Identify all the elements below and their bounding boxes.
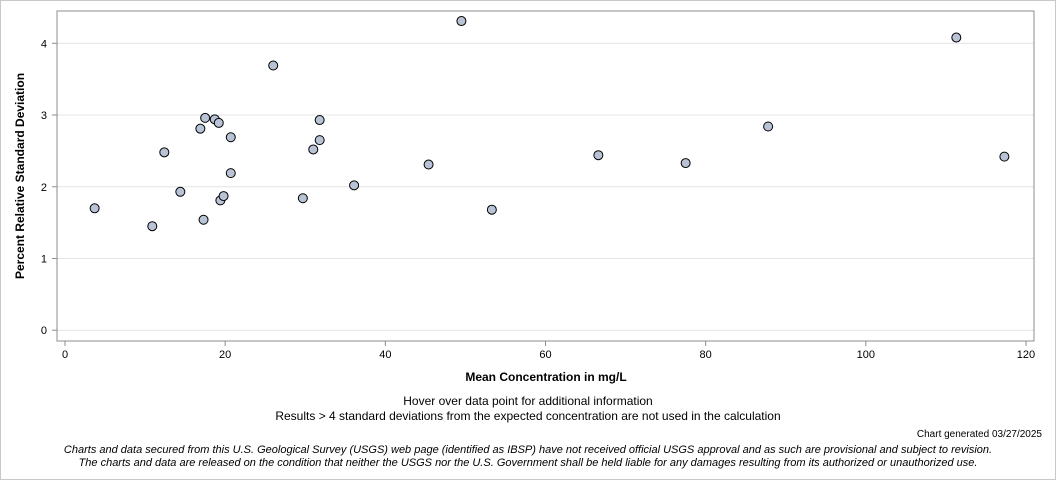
data-point[interactable] — [213, 117, 224, 128]
y-axis-label: Percent Relative Standard Deviation — [13, 73, 27, 279]
y-tick-label: 3 — [41, 110, 47, 122]
data-point[interactable] — [423, 159, 434, 170]
y-tick-label: 2 — [41, 182, 47, 194]
y-tick-label: 1 — [41, 254, 47, 266]
y-tick-label: 4 — [41, 38, 47, 50]
disclaimer-line-2: The charts and data are released on the … — [78, 457, 978, 469]
y-axis-ticks: 0 1 2 3 4 — [41, 38, 57, 337]
data-point[interactable] — [486, 204, 497, 215]
x-tick-label: 0 — [62, 349, 68, 361]
data-point[interactable] — [680, 158, 691, 169]
x-tick-label: 120 — [1017, 349, 1035, 361]
x-tick-label: 60 — [539, 349, 551, 361]
chart-generated-date: Chart generated 03/27/2025 — [916, 429, 1042, 440]
x-tick-label: 100 — [857, 349, 875, 361]
gridlines — [57, 42, 1034, 331]
hover-note: Hover over data point for additional inf… — [403, 394, 653, 408]
data-point[interactable] — [89, 203, 100, 214]
plot-area — [56, 10, 1035, 342]
x-tick-label: 40 — [379, 349, 391, 361]
data-point[interactable] — [314, 135, 325, 146]
data-point[interactable] — [297, 193, 308, 204]
data-point[interactable] — [225, 168, 236, 179]
data-point[interactable] — [308, 144, 319, 155]
data-point[interactable] — [225, 132, 236, 143]
y-tick-label: 0 — [41, 325, 47, 337]
data-point[interactable] — [159, 147, 170, 158]
scatter-chart: 0 1 2 3 4 0 20 40 60 80 100 120 Mean Concentration… — [13, 10, 1035, 384]
x-axis-label: Mean Concentration in mg/L — [465, 370, 626, 384]
data-points — [89, 16, 1010, 232]
disclaimer-line-1: Charts and data secured from this U.S. G… — [63, 444, 993, 456]
data-point[interactable] — [175, 186, 186, 197]
data-point[interactable] — [268, 60, 279, 71]
data-point[interactable] — [218, 191, 229, 202]
data-point[interactable] — [999, 151, 1010, 162]
x-tick-label: 80 — [700, 349, 712, 361]
data-point[interactable] — [951, 32, 962, 43]
data-point[interactable] — [456, 16, 467, 27]
data-point[interactable] — [198, 214, 209, 225]
data-point[interactable] — [147, 221, 158, 232]
results-note: Results > 4 standard deviations from the… — [275, 409, 781, 423]
data-point[interactable] — [593, 150, 604, 161]
x-tick-label: 20 — [219, 349, 231, 361]
data-point[interactable] — [349, 180, 360, 191]
data-point[interactable] — [763, 121, 774, 132]
x-axis-ticks: 0 20 40 60 80 100 120 — [62, 341, 1035, 361]
data-point[interactable] — [195, 123, 206, 134]
data-point[interactable] — [314, 115, 325, 126]
data-point[interactable] — [200, 112, 211, 123]
